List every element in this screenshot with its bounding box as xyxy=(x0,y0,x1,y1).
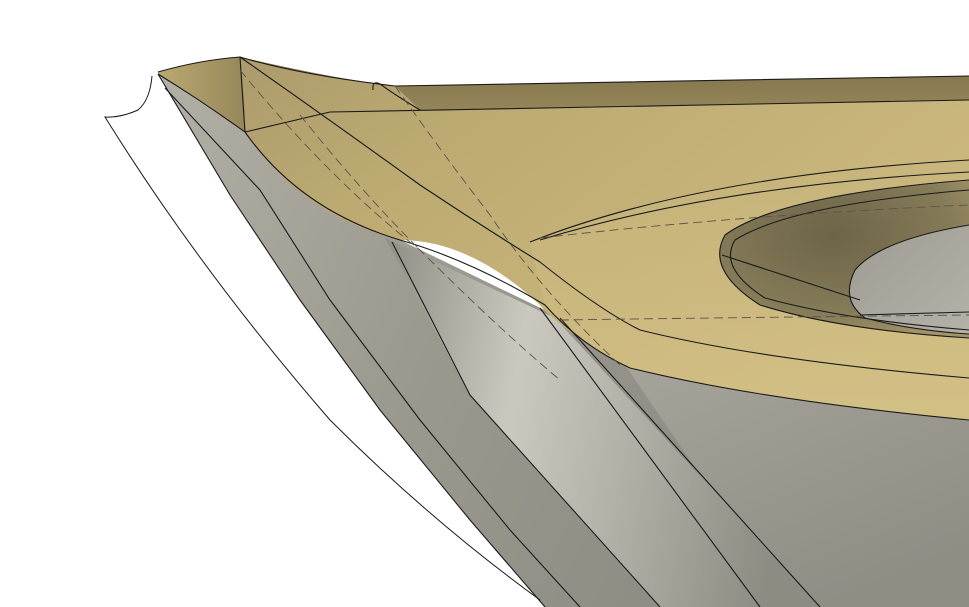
hidden-edge-5 xyxy=(539,204,969,239)
hidden-edge-1 xyxy=(239,69,561,381)
edge-top-outer xyxy=(157,73,969,421)
edge-channel-mid xyxy=(539,307,761,607)
hidden-edge-2 xyxy=(394,85,621,366)
edge-top-crest xyxy=(239,56,969,379)
channel-face[interactable] xyxy=(385,238,820,607)
model-edges xyxy=(157,56,969,607)
edge-hole-radial xyxy=(721,254,861,301)
edge-channel-right xyxy=(559,317,821,607)
hidden-edge-3 xyxy=(299,114,421,251)
hole-floor[interactable] xyxy=(849,225,969,334)
back-top-face[interactable] xyxy=(240,57,969,112)
edge-rim-outer xyxy=(529,159,969,243)
edge-side-inner-left xyxy=(164,87,581,607)
edge-back-lower xyxy=(329,99,969,113)
edge-channel-left xyxy=(391,241,661,607)
edge-hole-outer xyxy=(719,179,969,339)
edge-hole-floor xyxy=(848,224,969,335)
edge-rim-inner xyxy=(539,171,969,241)
hidden-edge-4 xyxy=(559,314,969,321)
tip-face[interactable] xyxy=(158,57,245,132)
hidden-edges xyxy=(239,69,969,381)
edge-tip-top xyxy=(157,56,969,87)
edge-hole-bottom xyxy=(859,311,969,316)
wire-outline xyxy=(104,75,541,601)
lower-side-face[interactable] xyxy=(625,365,969,607)
edge-side-left xyxy=(157,73,546,607)
